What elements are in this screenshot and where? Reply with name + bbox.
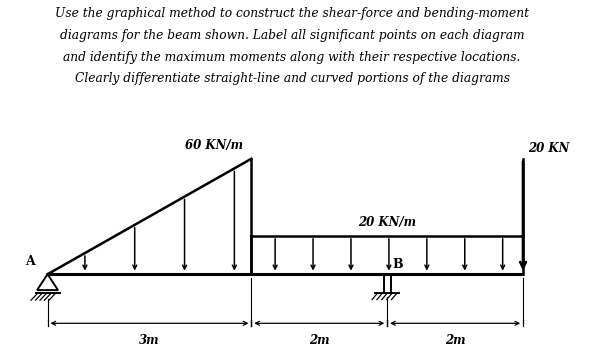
Text: 2m: 2m — [309, 334, 330, 347]
Text: and identify the maximum moments along with their respective locations.: and identify the maximum moments along w… — [63, 50, 521, 63]
Text: Use the graphical method to construct the shear-force and bending-moment: Use the graphical method to construct th… — [55, 7, 529, 20]
Text: A: A — [25, 256, 35, 268]
Text: diagrams for the beam shown. Label all significant points on each diagram: diagrams for the beam shown. Label all s… — [60, 29, 524, 42]
Text: 2m: 2m — [445, 334, 465, 347]
Text: 3m: 3m — [139, 334, 160, 347]
Text: B: B — [392, 258, 403, 271]
Text: Clearly differentiate straight-line and curved portions of the diagrams: Clearly differentiate straight-line and … — [74, 72, 509, 85]
Text: 60 KN/m: 60 KN/m — [185, 139, 243, 152]
Text: 20 KN: 20 KN — [528, 142, 570, 155]
Text: 20 KN/m: 20 KN/m — [358, 216, 416, 229]
